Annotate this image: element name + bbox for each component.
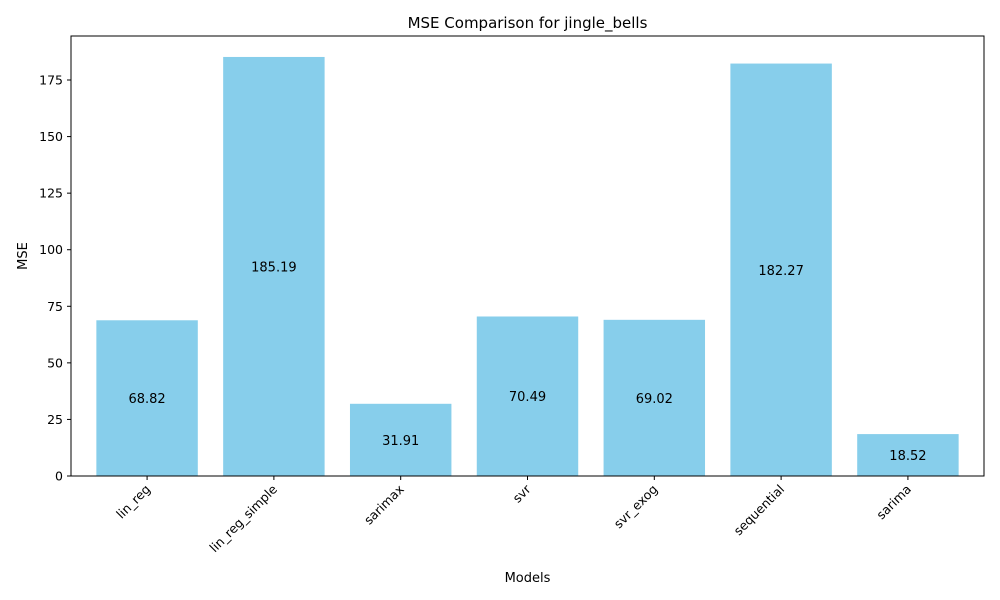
bar-value-label-lin_reg: 68.82 (128, 392, 165, 407)
bar-labels-group: 68.82 185.19 31.91 70.49 69.02 182.27 18.52 (128, 260, 926, 464)
bars-group (96, 56, 959, 476)
bar-value-label-sequential: 182.27 (758, 264, 804, 279)
y-tick-label: 75 (47, 299, 63, 314)
y-axis-ticks: 0 25 50 75 100 125 150 175 (39, 73, 71, 484)
y-tick-label: 100 (39, 242, 63, 257)
bar-svr_exog (603, 319, 706, 476)
x-tick-label-sarima: sarima (873, 482, 914, 523)
x-tick-label-lin_reg_simple: lin_reg_simple (206, 481, 280, 555)
y-tick-label: 150 (39, 129, 63, 144)
y-tick-label: 50 (47, 355, 63, 370)
x-axis-label: Models (505, 571, 551, 586)
x-tick-label-svr: svr (510, 481, 535, 506)
bar-value-label-sarima: 18.52 (889, 449, 926, 464)
x-tick-label-sarimax: sarimax (361, 482, 407, 528)
y-tick-label: 125 (39, 186, 63, 201)
bar-value-label-svr: 70.49 (509, 390, 546, 405)
bar-lin_reg (96, 320, 198, 476)
bar-value-label-sarimax: 31.91 (382, 434, 419, 449)
chart-title: MSE Comparison for jingle_bells (408, 14, 648, 33)
x-axis-ticks: lin_reg lin_reg_simple sarimax svr svr_exog s… (113, 476, 914, 555)
bar-value-label-svr_exog: 69.02 (636, 392, 673, 407)
y-tick-label: 25 (47, 412, 63, 427)
bar-lin_reg_simple (223, 56, 325, 476)
bar-svr (476, 316, 579, 476)
y-axis-label: MSE (16, 242, 31, 270)
x-tick-label-sequential: sequential (731, 482, 788, 539)
bar-sequential (730, 63, 832, 476)
y-tick-label: 175 (39, 73, 63, 88)
y-tick-label: 0 (55, 469, 63, 484)
bar-sarimax (349, 403, 452, 476)
x-tick-label-lin_reg: lin_reg (113, 482, 153, 522)
bar-sarima (857, 434, 959, 476)
bar-value-label-lin_reg_simple: 185.19 (251, 260, 297, 275)
x-tick-label-svr_exog: svr_exog (611, 482, 661, 532)
